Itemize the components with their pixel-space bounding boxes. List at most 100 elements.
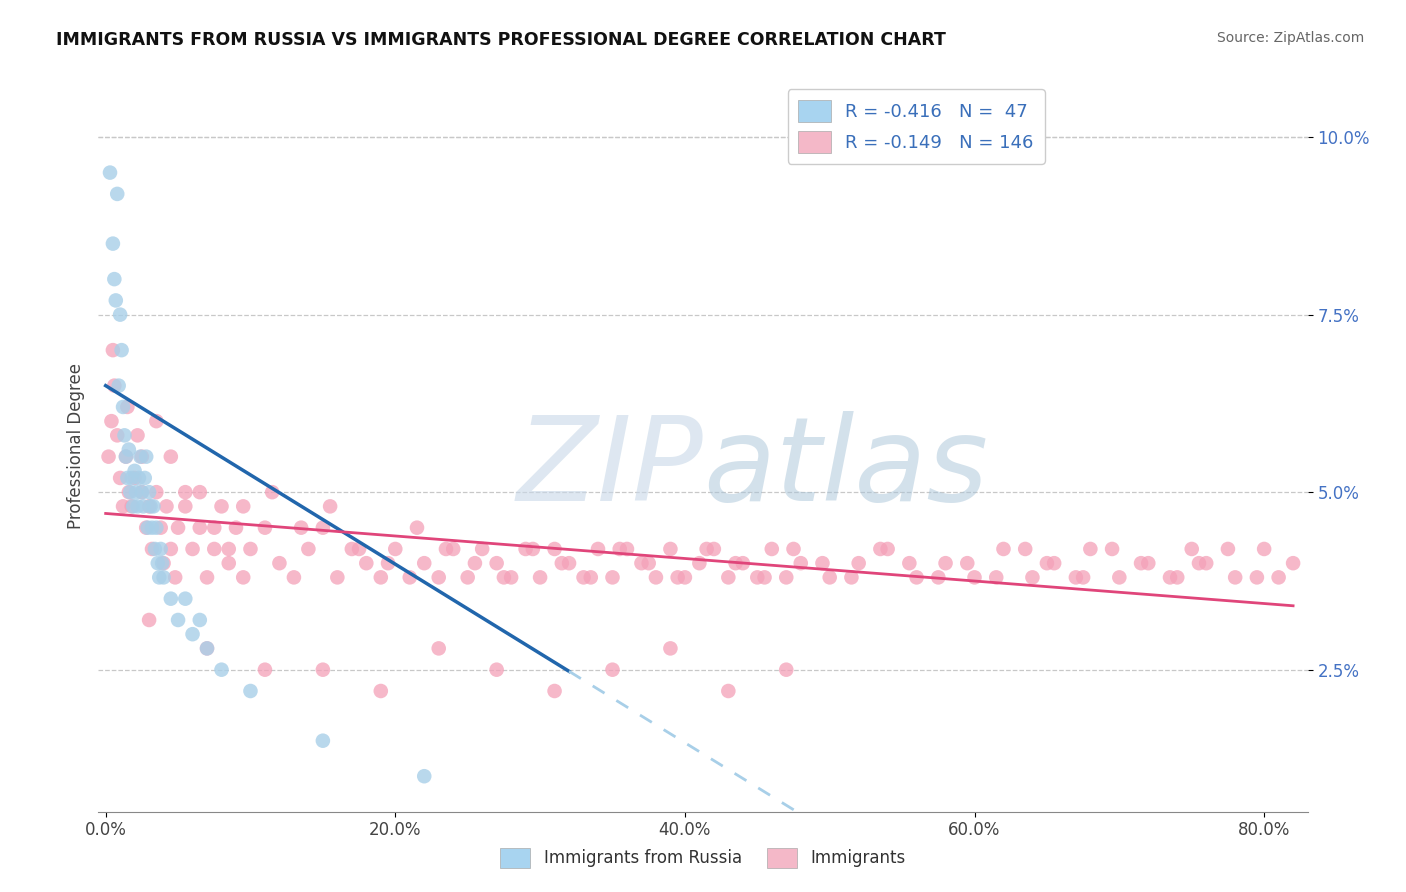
Point [239, 684, 262, 698]
Point [413, 769, 436, 783]
Point [1267, 570, 1289, 584]
Point [579, 570, 602, 584]
Point [427, 641, 450, 656]
Point [103, 378, 125, 392]
Point [138, 500, 160, 514]
Text: ZIP: ZIP [516, 411, 703, 525]
Point [935, 556, 957, 570]
Point [283, 570, 305, 584]
Point [782, 541, 804, 556]
Point [150, 556, 173, 570]
Point [124, 464, 146, 478]
Point [775, 570, 797, 584]
Point [731, 556, 754, 570]
Point [609, 541, 631, 556]
Point [1101, 541, 1123, 556]
Point [1043, 556, 1066, 570]
Point [1181, 541, 1204, 556]
Point [115, 450, 138, 464]
Point [747, 570, 769, 584]
Point [174, 485, 197, 500]
Point [195, 570, 218, 584]
Point [1036, 556, 1059, 570]
Point [724, 556, 747, 570]
Point [103, 272, 125, 286]
Legend: Immigrants from Russia, Immigrants: Immigrants from Russia, Immigrants [494, 841, 912, 875]
Point [127, 500, 149, 514]
Point [225, 521, 247, 535]
Point [97, 450, 120, 464]
Point [485, 663, 508, 677]
Point [688, 556, 710, 570]
Point [398, 570, 420, 584]
Point [218, 556, 240, 570]
Point [1166, 570, 1188, 584]
Point [666, 570, 689, 584]
Point [148, 570, 170, 584]
Point [848, 556, 870, 570]
Point [841, 570, 863, 584]
Point [138, 485, 160, 500]
Point [1253, 541, 1275, 556]
Point [98, 165, 121, 179]
Point [117, 400, 139, 414]
Point [105, 186, 128, 201]
Point [1282, 556, 1305, 570]
Point [956, 556, 979, 570]
Point [406, 521, 429, 535]
Point [1021, 570, 1043, 584]
Point [174, 591, 197, 606]
Point [427, 570, 450, 584]
Point [159, 591, 181, 606]
Point [152, 570, 174, 584]
Point [471, 541, 494, 556]
Point [515, 541, 537, 556]
Point [717, 570, 740, 584]
Point [602, 663, 624, 677]
Point [135, 450, 157, 464]
Point [377, 556, 399, 570]
Point [146, 556, 169, 570]
Point [818, 570, 841, 584]
Point [135, 521, 157, 535]
Point [1195, 556, 1218, 570]
Point [413, 556, 436, 570]
Point [188, 521, 211, 535]
Point [188, 613, 211, 627]
Point [195, 641, 218, 656]
Point [326, 570, 349, 584]
Point [384, 541, 406, 556]
Point [145, 414, 167, 428]
Point [572, 570, 595, 584]
Point [319, 500, 342, 514]
Point [118, 442, 141, 457]
Point [131, 485, 153, 500]
Point [239, 541, 262, 556]
Point [121, 471, 143, 485]
Point [1064, 570, 1087, 584]
Text: IMMIGRANTS FROM RUSSIA VS IMMIGRANTS PROFESSIONAL DEGREE CORRELATION CHART: IMMIGRANTS FROM RUSSIA VS IMMIGRANTS PRO… [56, 31, 946, 49]
Point [253, 521, 276, 535]
Point [927, 570, 949, 584]
Point [659, 541, 682, 556]
Point [775, 663, 797, 677]
Point [124, 471, 146, 485]
Point [1080, 541, 1102, 556]
Point [114, 428, 136, 442]
Point [522, 541, 544, 556]
Point [101, 343, 124, 358]
Point [485, 556, 508, 570]
Point [101, 236, 124, 251]
Point [142, 500, 165, 514]
Point [290, 521, 312, 535]
Point [790, 556, 813, 570]
Point [211, 500, 233, 514]
Point [370, 570, 392, 584]
Point [370, 684, 392, 698]
Point [1130, 556, 1153, 570]
Point [125, 485, 148, 500]
Point [110, 343, 132, 358]
Point [149, 541, 172, 556]
Point [202, 541, 225, 556]
Point [356, 556, 378, 570]
